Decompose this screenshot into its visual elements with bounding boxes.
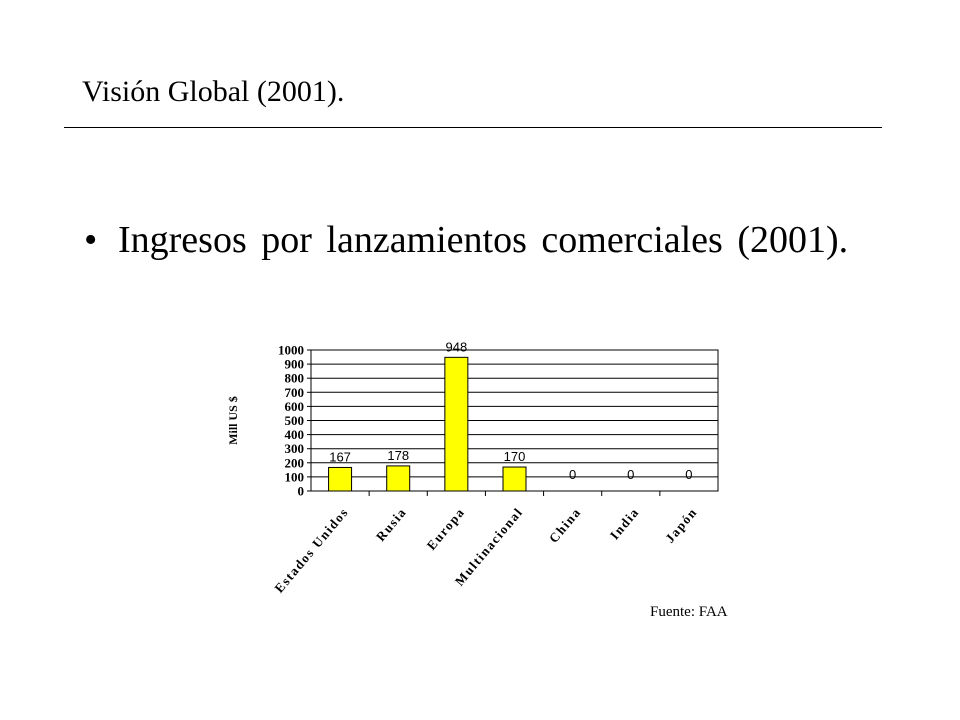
y-tick-label: 500 (285, 413, 305, 428)
y-tick-label: 0 (298, 484, 305, 499)
y-axis-title: Mill US $ (226, 396, 240, 445)
bar (444, 356, 469, 492)
bullet-text: Ingresos por lanzamientos comerciales (2… (118, 219, 849, 261)
x-tick-label: Japón (662, 504, 700, 545)
data-label: 167 (329, 449, 351, 464)
x-tick-label: Rusia (373, 504, 410, 544)
data-label: 0 (569, 467, 576, 482)
y-tick-label: 800 (285, 371, 305, 386)
y-tick-label: 600 (285, 399, 305, 414)
bar (386, 465, 411, 492)
data-label: 0 (627, 467, 634, 482)
data-label: 178 (387, 448, 409, 463)
y-tick-label: 400 (285, 427, 305, 442)
x-tick-label: Europa (424, 504, 468, 552)
source-note: Fuente: FAA (650, 604, 728, 620)
x-tick-label: Estados Unidos (271, 504, 351, 595)
title-divider (64, 127, 882, 128)
x-tick-label: India (607, 504, 642, 542)
data-label: 170 (504, 449, 526, 464)
slide-title: Visión Global (2001). (82, 75, 345, 108)
y-tick-label: 100 (285, 469, 305, 484)
bullet-item: • Ingresos por lanzamientos comerciales (… (84, 215, 848, 265)
y-tick-label: 1000 (278, 343, 304, 358)
bar (328, 466, 353, 492)
data-label: 0 (685, 467, 692, 482)
y-tick-label: 700 (285, 385, 305, 400)
y-tick-label: 300 (285, 441, 305, 456)
x-tick-label: China (546, 504, 584, 545)
data-label: 948 (446, 339, 468, 354)
y-tick-label: 900 (285, 357, 305, 372)
bullet-dot-icon: • (84, 219, 98, 261)
bar (502, 466, 527, 492)
y-tick-label: 200 (285, 455, 305, 470)
